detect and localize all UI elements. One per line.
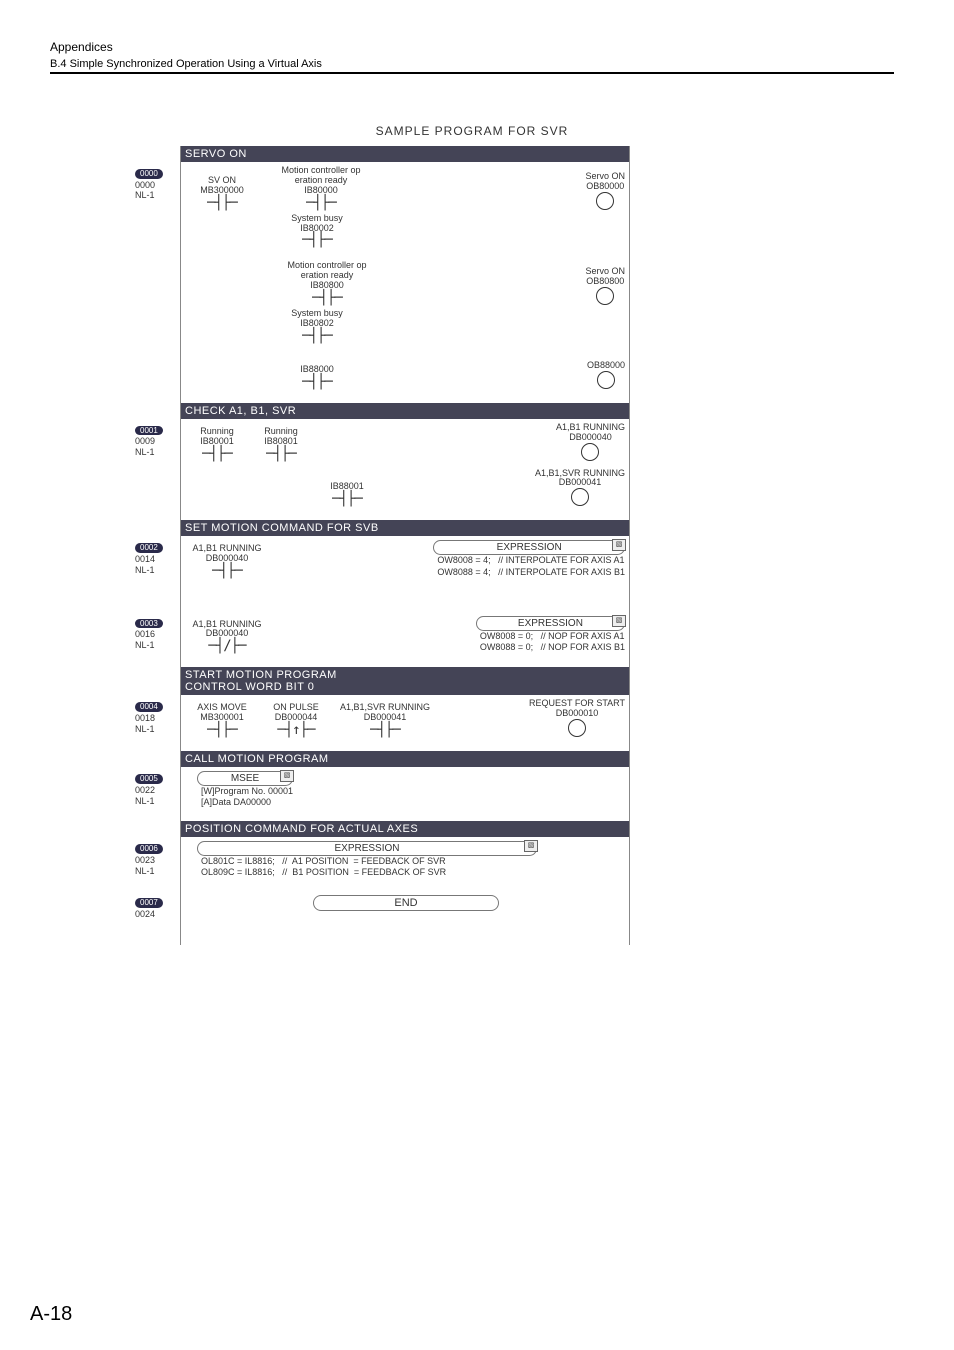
servo2-addr: OB80800 <box>586 277 624 287</box>
coil-icon <box>568 719 586 737</box>
mc-label: Motion controller op eration ready <box>281 166 360 186</box>
expression-box-3: EXPRESSION ▧ <box>197 841 537 856</box>
expand-icon: ▧ <box>612 539 626 551</box>
end-block: END <box>313 895 498 911</box>
expression-box: EXPRESSION ▧ <box>433 540 625 555</box>
rung-tag-5: 0005 0022 NL-1 <box>135 773 163 806</box>
rung-tag-3: 0003 0016 NL-1 <box>135 618 163 651</box>
rung-tag-1: 0001 0009 NL-1 <box>135 425 163 458</box>
contact-icon: ─┤├─ <box>302 233 332 247</box>
section-header-3: SET MOTION COMMAND FOR SVB <box>181 520 629 536</box>
expression-body-2: OW8008 = 0; // NOP FOR AXIS A1 OW8088 = … <box>476 631 625 654</box>
section-header-5: CALL MOTION PROGRAM <box>181 751 629 767</box>
coil-icon <box>596 287 614 305</box>
coil-icon <box>581 443 599 461</box>
rung-tag-7: 0007 0024 <box>135 897 163 919</box>
nc-contact-icon: ─┤/├─ <box>208 639 245 653</box>
coil-icon <box>596 192 614 210</box>
header-appendices: Appendices <box>50 40 894 54</box>
expand-icon: ▧ <box>524 840 538 852</box>
contact-icon: ─┤├─ <box>332 492 362 506</box>
pulse-icon: ─┤↑├─ <box>277 723 314 737</box>
coil-icon <box>597 371 615 389</box>
expression-box-2: EXPRESSION ▧ <box>476 616 625 631</box>
expression-body-1: OW8008 = 4; // INTERPOLATE FOR AXIS A1 O… <box>433 555 625 578</box>
contact-icon: ─┤├─ <box>207 196 237 210</box>
contact-icon: ─┤├─ <box>202 447 232 461</box>
section-header-4: START MOTION PROGRAM CONTROL WORD BIT 0 <box>181 667 629 695</box>
contact-icon: ─┤├─ <box>212 564 242 578</box>
a1b1svr-addr: DB000041 <box>559 478 602 488</box>
ob88000: OB88000 <box>587 361 625 371</box>
msee-box: MSEE ▧ <box>197 771 293 786</box>
coil-icon <box>571 488 589 506</box>
mc2-label: Motion controller op eration ready <box>287 261 366 281</box>
rung-2: 0002 0014 NL-1 A1,B1 RUNNING DB000040 ─┤… <box>181 536 629 592</box>
rung-tag-2: 0002 0014 NL-1 <box>135 542 163 575</box>
rung-1: 0001 0009 NL-1 Running IB80001 ─┤├─ Runn… <box>181 419 629 521</box>
contact-icon: ─┤├─ <box>302 375 332 389</box>
rung-5: 0005 0022 NL-1 MSEE ▧ [W]Program No. 000… <box>181 767 629 821</box>
section-header-2: CHECK A1, B1, SVR <box>181 403 629 419</box>
expand-icon: ▧ <box>612 615 626 627</box>
rung-6: 0006 0023 NL-1 EXPRESSION ▧ OL801C = IL8… <box>181 837 629 891</box>
contact-icon: ─┤├─ <box>266 447 296 461</box>
rung-tag-6: 0006 0023 NL-1 <box>135 843 163 876</box>
contact-icon: ─┤├─ <box>306 196 336 210</box>
program-title: SAMPLE PROGRAM FOR SVR <box>50 124 894 138</box>
rung-tag-4: 0004 0018 NL-1 <box>135 701 163 734</box>
rung-4: 0004 0018 NL-1 AXIS MOVE MB300001 ─┤├─ O… <box>181 695 629 751</box>
contact-icon: ─┤├─ <box>370 723 400 737</box>
expand-icon: ▧ <box>280 770 294 782</box>
reqstart-addr: DB000010 <box>556 709 599 719</box>
msee-body: [W]Program No. 00001 [A]Data DA00000 <box>197 786 293 809</box>
header-rule <box>50 72 894 74</box>
ladder-diagram: SERVO ON 0000 0000 NL-1 SV ON MB300000 ─… <box>180 146 630 945</box>
contact-icon: ─┤├─ <box>207 723 237 737</box>
page-number: A-18 <box>30 1303 72 1326</box>
header-section: B.4 Simple Synchronized Operation Using … <box>50 58 894 70</box>
expression-body-3: OL801C = IL8816; // A1 POSITION = FEEDBA… <box>197 856 537 879</box>
contact-icon: ─┤├─ <box>312 291 342 305</box>
rung-0: 0000 0000 NL-1 SV ON MB300000 ─┤├─ Motio… <box>181 162 629 403</box>
rung-7: 0007 0024 END <box>181 891 629 945</box>
rung-tag-0: 0000 0000 NL-1 <box>135 168 163 201</box>
section-header-6: POSITION COMMAND FOR ACTUAL AXES <box>181 821 629 837</box>
section-header-1: SERVO ON <box>181 146 629 162</box>
servo-addr: OB80000 <box>586 182 624 192</box>
a1b1-addr: DB000040 <box>569 433 612 443</box>
contact-icon: ─┤├─ <box>302 329 332 343</box>
rung-3: 0003 0016 NL-1 A1,B1 RUNNING DB000040 ─┤… <box>181 612 629 668</box>
